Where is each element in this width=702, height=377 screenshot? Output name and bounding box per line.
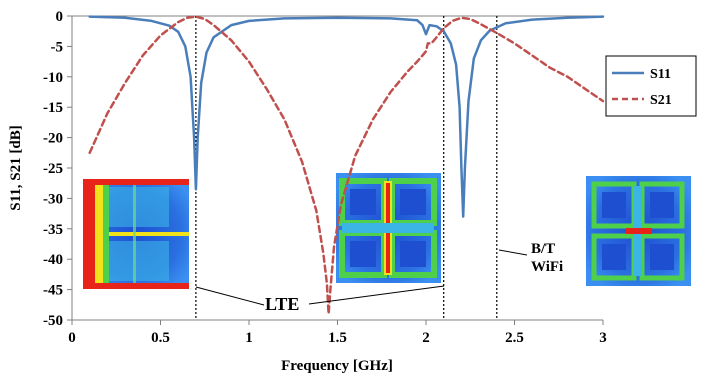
legend: S11 S21 xyxy=(605,55,697,117)
x-tick-label: 3 xyxy=(599,330,607,346)
x-tick-label: 1 xyxy=(245,330,253,346)
y-tick-label: -5 xyxy=(51,39,64,55)
y-tick-label: -30 xyxy=(43,191,63,207)
x-tick-label: 2.5 xyxy=(505,330,524,346)
series-group xyxy=(88,15,605,316)
lte-label: LTE xyxy=(265,294,299,314)
x-axis-title: Frequency [GHz] xyxy=(281,358,393,374)
y-tick-label: -15 xyxy=(43,100,63,116)
field-inset-lte-high xyxy=(336,173,441,283)
y-tick-label: -25 xyxy=(43,161,63,177)
lte-leader-left xyxy=(195,286,265,306)
legend-box xyxy=(605,55,697,117)
y-tick-label: 0 xyxy=(56,9,64,25)
series-line-s21 xyxy=(88,15,605,316)
x-tick-label: 0.5 xyxy=(151,330,170,346)
y-tick-label: -40 xyxy=(43,252,63,268)
legend-label-s21: S21 xyxy=(650,93,672,108)
legend-label-s11: S11 xyxy=(650,67,671,82)
bt-label: B/T xyxy=(531,241,555,257)
y-tick-label: -20 xyxy=(43,131,63,147)
field-inset-lte-low xyxy=(83,179,189,289)
y-tick-label: -50 xyxy=(43,313,63,329)
x-tick-label: 2 xyxy=(422,330,430,346)
series-line-s11 xyxy=(88,15,605,218)
x-tick-label: 0 xyxy=(68,330,76,346)
x-tick-label: 1.5 xyxy=(328,330,347,346)
bt-wifi-leader xyxy=(498,249,528,256)
y-axis-title: S11, S21 [dB] xyxy=(8,125,24,210)
y-tick-label: -10 xyxy=(43,70,63,86)
y-tick-label: -35 xyxy=(43,222,63,238)
y-tick-label: -45 xyxy=(43,283,63,299)
wifi-label: WiFi xyxy=(531,259,563,275)
x-ticks: 0 0.5 1 1.5 2 2.5 3 xyxy=(68,320,607,346)
annotation-leaders xyxy=(195,249,528,306)
lte-leader-right xyxy=(308,285,445,305)
y-ticks: 0 -5 -10 -15 -20 -25 -30 -35 -40 -45 -50 xyxy=(43,9,72,329)
field-inset-bt-wifi xyxy=(586,176,691,286)
